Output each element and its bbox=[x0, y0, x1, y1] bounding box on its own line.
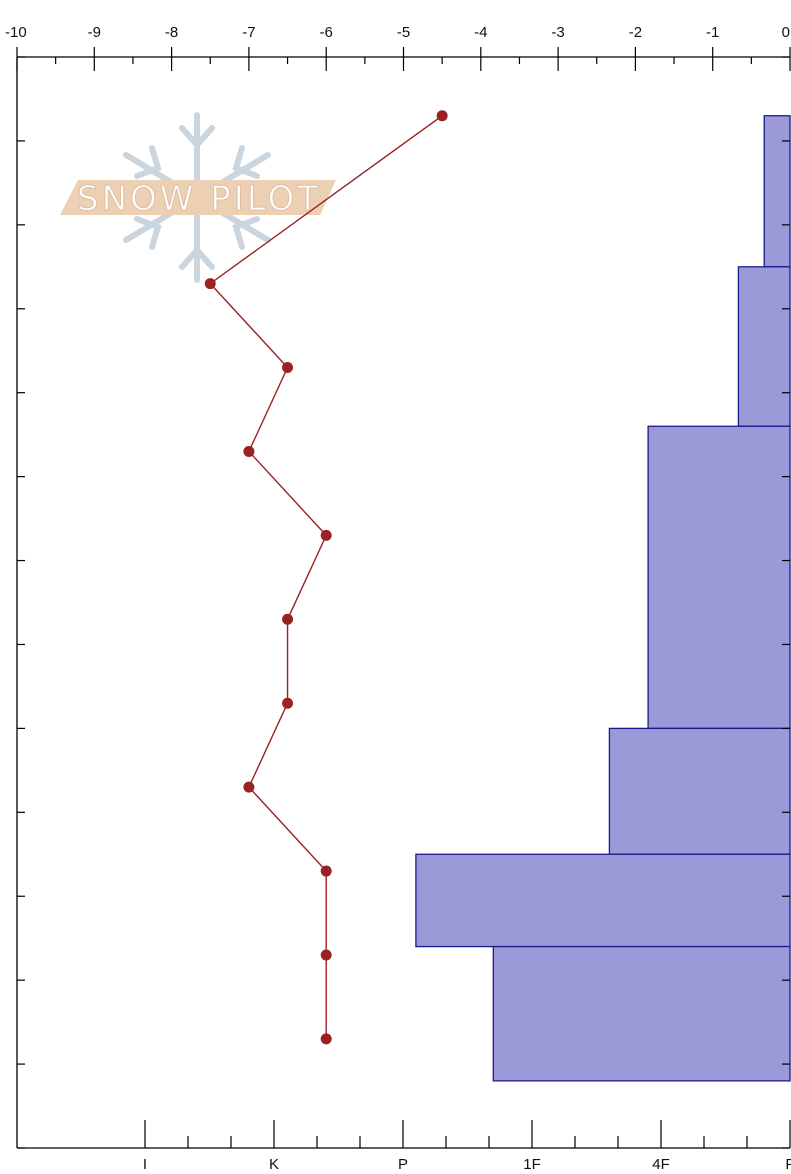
temperature-tick-label-5: -5 bbox=[397, 24, 410, 41]
temperature-profile bbox=[204, 110, 448, 1045]
temperature-point-10 bbox=[320, 1033, 332, 1045]
temperature-tick-label-3: -7 bbox=[242, 24, 255, 41]
hardness-tick-label-4: 4F bbox=[652, 1156, 670, 1173]
hardness-bar-1 bbox=[737, 266, 791, 427]
temperature-tick-label-6: -4 bbox=[474, 24, 487, 41]
temperature-point-1 bbox=[204, 278, 216, 290]
hardness-bar-4 bbox=[415, 853, 791, 948]
temperature-tick-label-7: -3 bbox=[551, 24, 564, 41]
temperature-tick-label-1: -9 bbox=[88, 24, 101, 41]
temperature-point-0 bbox=[436, 110, 448, 122]
temperature-tick-label-9: -1 bbox=[706, 24, 719, 41]
temperature-tick-label-0: -10 bbox=[5, 24, 27, 41]
temperature-point-8 bbox=[320, 865, 332, 877]
hardness-tick-label-3: 1F bbox=[523, 1156, 541, 1173]
watermark-band bbox=[60, 180, 336, 215]
temperature-axis: -10 -9 -8 -7 -6 -5 -4 -3 -2 -1 0 bbox=[5, 24, 791, 71]
hardness-tick-label-1: K bbox=[269, 1156, 279, 1173]
watermark-text: SNOW PILOT bbox=[77, 179, 321, 219]
temperature-tick-label-10: 0 bbox=[782, 24, 790, 41]
hardness-axis: I K P 1F 4F F bbox=[143, 1120, 791, 1173]
hardness-bar-0 bbox=[763, 115, 791, 268]
snowpilot-watermark: SNOW PILOT bbox=[60, 112, 336, 283]
hardness-bars bbox=[415, 115, 791, 1082]
temperature-tick-label-8: -2 bbox=[629, 24, 642, 41]
temperature-tick-label-2: -8 bbox=[165, 24, 178, 41]
hardness-tick-label-0: I bbox=[143, 1156, 147, 1173]
hardness-bar-2 bbox=[647, 425, 791, 730]
temperature-point-2 bbox=[282, 362, 294, 374]
depth-axis bbox=[17, 56, 790, 1149]
temperature-point-6 bbox=[282, 697, 294, 709]
hardness-tick-label-2: P bbox=[398, 1156, 408, 1173]
temperature-line bbox=[209, 115, 443, 1039]
hardness-bar-3 bbox=[608, 727, 791, 855]
temperature-point-9 bbox=[320, 949, 332, 961]
temperature-tick-label-4: -6 bbox=[320, 24, 333, 41]
temperature-point-5 bbox=[282, 613, 294, 625]
temperature-point-3 bbox=[243, 445, 255, 457]
temperature-point-4 bbox=[320, 529, 332, 541]
hardness-bar-5 bbox=[492, 945, 791, 1082]
temperature-point-7 bbox=[243, 781, 255, 793]
hardness-tick-label-5: F bbox=[785, 1156, 791, 1173]
